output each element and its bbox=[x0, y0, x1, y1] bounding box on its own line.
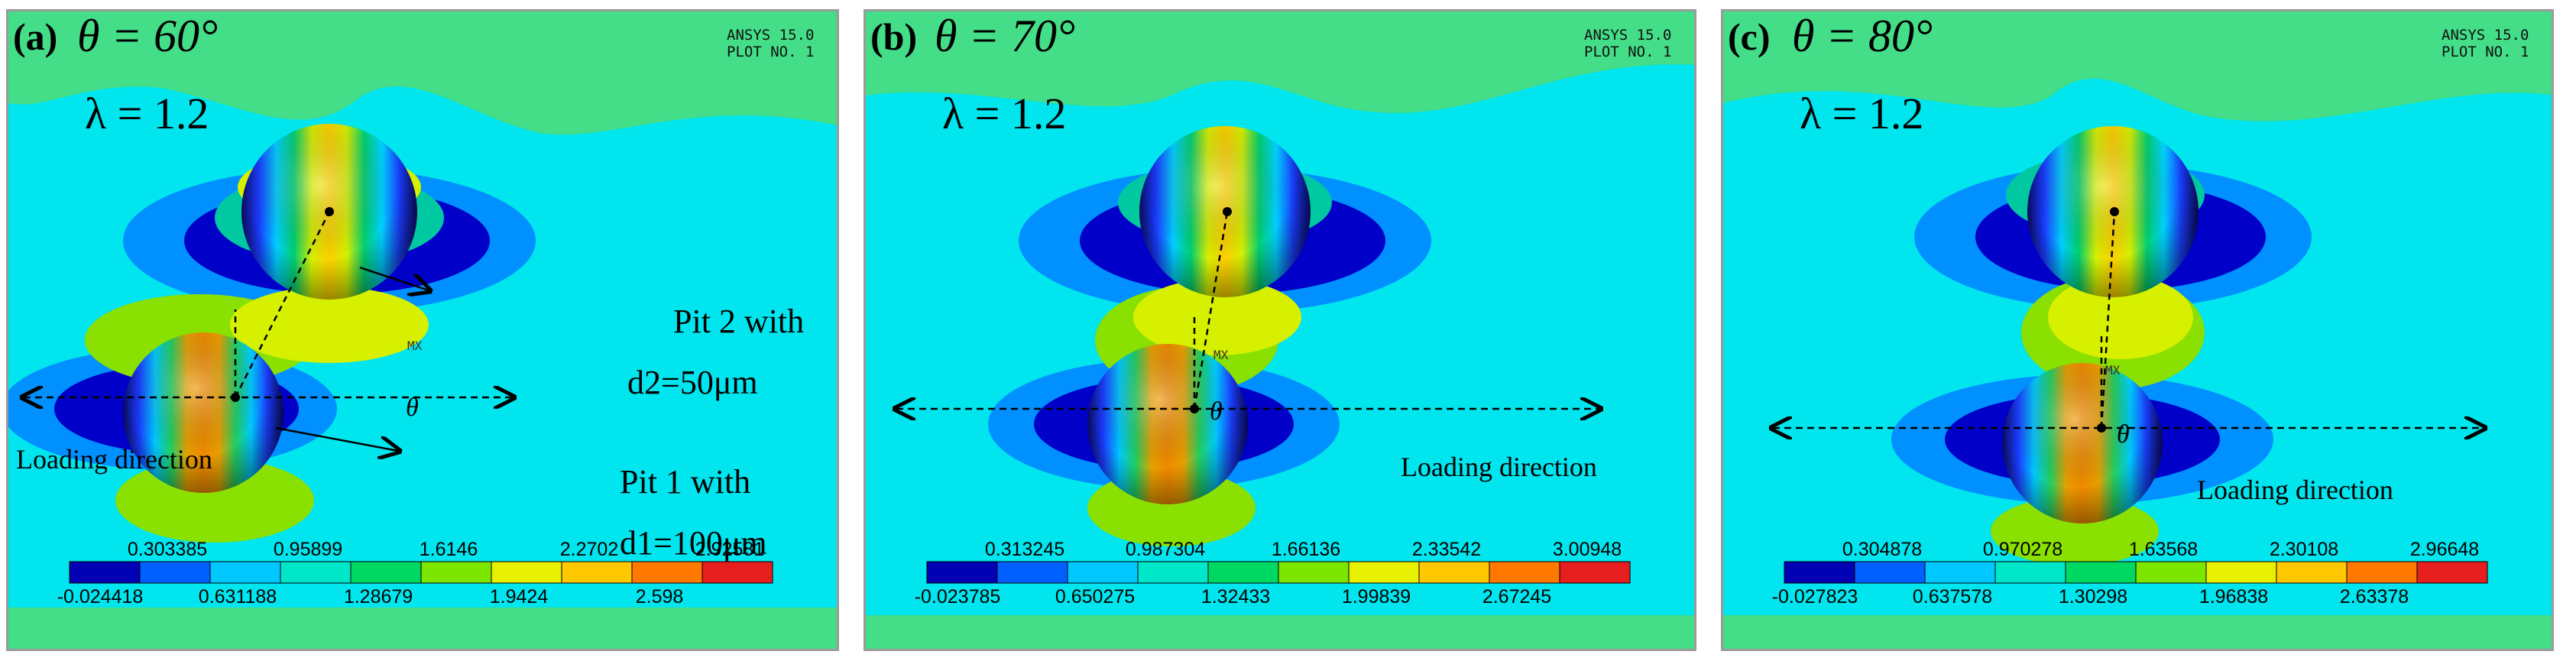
loading-direction-label: Loading direction bbox=[1401, 452, 1597, 482]
panel-label: (b) bbox=[870, 15, 918, 58]
pit2-diameter: d2=50μm bbox=[627, 364, 758, 401]
colorbar-tick: 0.650275 bbox=[1055, 586, 1136, 608]
colorbar-tick: 0.970278 bbox=[1982, 539, 2063, 560]
colorbar-tick: -0.024418 bbox=[57, 586, 144, 608]
colorbar-tick: 1.9424 bbox=[489, 586, 549, 608]
colorbar-tick: 2.30108 bbox=[2269, 539, 2339, 560]
loading-direction-label: Loading direction bbox=[16, 444, 212, 475]
colorbar-tick: 0.987304 bbox=[1125, 539, 1206, 560]
colorbar-tick: 1.66136 bbox=[1271, 539, 1341, 560]
panel-b: (b) θ = 70° λ = 1.2 ANSYS 15.0 PLOT NO. 1… bbox=[864, 9, 1696, 651]
pit1-label: Pit 1 with bbox=[620, 463, 751, 501]
colorbar-tick: 2.2702 bbox=[559, 539, 619, 560]
colorbar-tick: 0.631188 bbox=[198, 586, 277, 608]
colorbar-tick: 1.28679 bbox=[343, 586, 413, 608]
theta-value: θ = 80° bbox=[1792, 11, 1933, 61]
ansys-version: ANSYS 15.0 PLOT NO. 1 bbox=[1584, 27, 1672, 60]
theta-value: θ = 70° bbox=[935, 11, 1075, 61]
colorbar-tick: 1.6146 bbox=[419, 539, 478, 560]
colorbar-tick: -0.027823 bbox=[1771, 586, 1858, 608]
max-marker: MX bbox=[407, 339, 423, 353]
loading-direction-label: Loading direction bbox=[2197, 475, 2393, 505]
colorbar-tick: 0.303385 bbox=[127, 539, 208, 560]
pit1-diameter: d1=100μm bbox=[620, 524, 767, 562]
colorbar-tick: 0.637578 bbox=[1912, 586, 1993, 608]
theta-angle-label: θ bbox=[2117, 420, 2130, 449]
panel-label: (c) bbox=[1728, 15, 1771, 58]
panel-c: (c) θ = 80° λ = 1.2 ANSYS 15.0 PLOT NO. 1… bbox=[1721, 9, 2554, 651]
stress-contour-plot bbox=[866, 11, 1694, 649]
theta-value: θ = 60° bbox=[77, 11, 218, 61]
panel-a: (a) θ = 60° λ = 1.2 ANSYS 15.0 PLOT NO. 1… bbox=[6, 9, 839, 651]
theta-angle-label: θ bbox=[1210, 397, 1223, 426]
colorbar bbox=[926, 561, 1631, 584]
colorbar-tick: -0.023785 bbox=[914, 586, 1001, 608]
colorbar-tick: 1.96838 bbox=[2199, 586, 2269, 608]
max-marker: MX bbox=[2105, 363, 2121, 377]
colorbar-tick: 2.598 bbox=[635, 586, 684, 608]
stress-contour-plot bbox=[1723, 11, 2552, 649]
colorbar-tick: 2.96648 bbox=[2409, 539, 2480, 560]
colorbar-tick: 0.313245 bbox=[984, 539, 1065, 560]
colorbar-tick: 0.304878 bbox=[1842, 539, 1923, 560]
panel-label: (a) bbox=[13, 15, 58, 58]
colorbar-tick: 0.95899 bbox=[273, 539, 343, 560]
colorbar-tick: 2.92581 bbox=[695, 539, 765, 560]
colorbar bbox=[69, 561, 773, 584]
colorbar-tick: 1.63568 bbox=[2128, 539, 2199, 560]
colorbar-tick: 1.99839 bbox=[1341, 586, 1411, 608]
colorbar-tick: 2.33542 bbox=[1411, 539, 1482, 560]
lambda-value: λ = 1.2 bbox=[85, 89, 209, 138]
ansys-version: ANSYS 15.0 PLOT NO. 1 bbox=[727, 27, 815, 60]
colorbar bbox=[1784, 561, 2488, 584]
stress-contour-plot bbox=[8, 11, 837, 649]
pit2-label: Pit 2 with bbox=[673, 303, 805, 340]
max-marker: MX bbox=[1213, 348, 1229, 362]
lambda-value: λ = 1.2 bbox=[1800, 89, 1924, 138]
ansys-version: ANSYS 15.0 PLOT NO. 1 bbox=[2442, 27, 2529, 60]
colorbar-tick: 3.00948 bbox=[1552, 539, 1622, 560]
theta-angle-label: θ bbox=[406, 394, 419, 422]
lambda-value: λ = 1.2 bbox=[942, 89, 1067, 138]
colorbar-tick: 1.30298 bbox=[2058, 586, 2128, 608]
colorbar-tick: 1.32433 bbox=[1201, 586, 1271, 608]
colorbar-tick: 2.63378 bbox=[2339, 586, 2409, 608]
colorbar-tick: 2.67245 bbox=[1482, 586, 1552, 608]
